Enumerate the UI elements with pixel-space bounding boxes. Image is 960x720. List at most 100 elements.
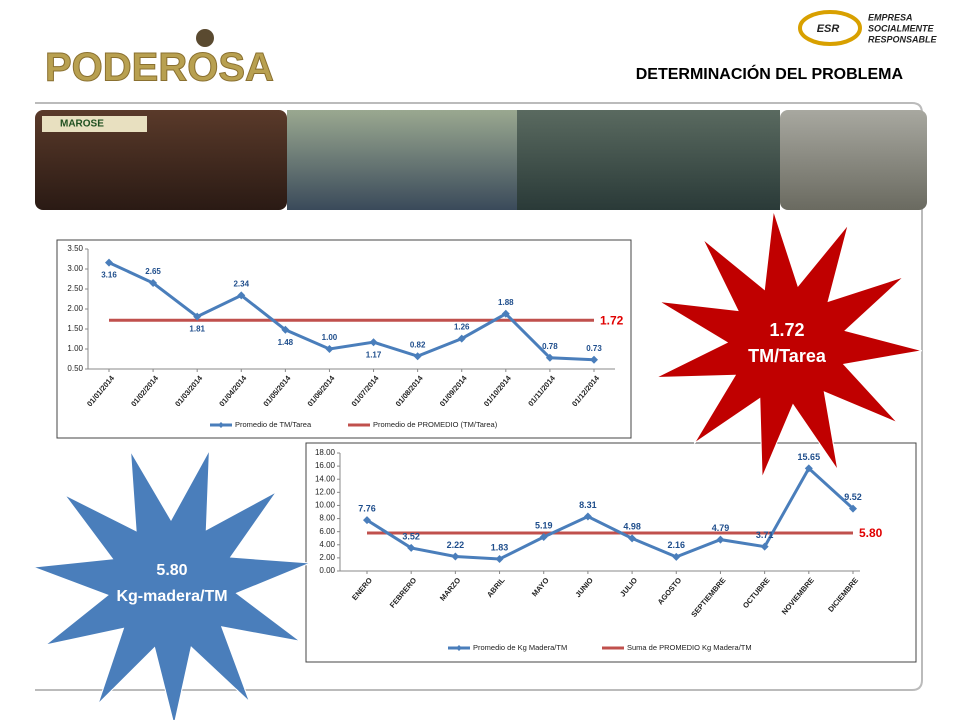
- logo: PODEROSA: [45, 46, 274, 90]
- data-label: 4.79: [712, 523, 730, 533]
- photo: [780, 110, 927, 210]
- frame: [35, 102, 923, 691]
- data-label: 0.78: [542, 342, 558, 351]
- data-label: 1.48: [278, 338, 294, 347]
- callout-unit: Kg-madera/TM: [116, 588, 227, 605]
- marker: [407, 543, 416, 552]
- chart-box: [56, 239, 632, 439]
- y-tick-label: 12.00: [315, 487, 336, 496]
- data-label: 1.00: [322, 333, 338, 342]
- data-label: 5.19: [535, 520, 553, 530]
- photo-label: MAROSE: [60, 119, 104, 130]
- data-label: 15.65: [798, 452, 821, 462]
- data-label: 0.82: [410, 340, 426, 349]
- data-label: 9.52: [844, 492, 862, 502]
- photo: [287, 110, 517, 210]
- data-label: 2.16: [668, 540, 686, 550]
- marker: [413, 352, 422, 361]
- marker: [451, 552, 460, 561]
- marker: [281, 325, 290, 334]
- marker: [237, 291, 246, 300]
- marker: [325, 345, 334, 353]
- marker: [760, 542, 769, 551]
- data-label: 1.81: [189, 325, 205, 334]
- data-label: 2.65: [145, 267, 161, 276]
- y-tick-label: 6.00: [319, 527, 335, 536]
- slide-title: DETERMINACIÓN DEL PROBLEMA: [636, 64, 904, 83]
- esr-logo: ESR: [817, 23, 840, 35]
- marker: [590, 355, 598, 364]
- callout-value: 5.80: [156, 562, 187, 579]
- marker: [539, 532, 548, 541]
- marker: [583, 512, 592, 521]
- chart-box: [305, 442, 917, 663]
- data-label: 8.31: [579, 500, 597, 510]
- legend-label: Promedio de PROMEDIO (TM/Tarea): [373, 420, 498, 429]
- data-label: 7.76: [358, 504, 376, 514]
- y-tick-label: 1.50: [67, 324, 83, 333]
- esr-line: EMPRESA: [868, 12, 913, 22]
- marker: [193, 312, 202, 321]
- data-label: 1.26: [454, 323, 470, 332]
- starburst: [655, 210, 923, 478]
- data-label: 1.88: [498, 298, 514, 307]
- data-label: 3.52: [402, 531, 420, 541]
- marker: [149, 279, 158, 287]
- y-tick-label: 3.00: [67, 264, 83, 273]
- y-tick-label: 4.00: [319, 540, 335, 549]
- data-label: 2.22: [447, 540, 465, 550]
- marker: [716, 535, 725, 544]
- y-tick-label: 8.00: [319, 514, 335, 523]
- marker: [672, 552, 681, 561]
- y-tick-label: 3.50: [67, 244, 83, 253]
- y-tick-label: 14.00: [315, 474, 336, 483]
- callout-value: 1.72: [769, 320, 804, 340]
- legend-label: Promedio de TM/Tarea: [235, 420, 312, 429]
- callout-unit: TM/Tarea: [748, 346, 827, 366]
- marker: [501, 309, 510, 318]
- y-tick-label: 2.00: [67, 304, 83, 313]
- marker: [628, 534, 637, 543]
- marker: [369, 338, 378, 347]
- starburst: [32, 449, 311, 720]
- data-label: 0.73: [586, 344, 602, 353]
- data-label: 1.83: [491, 542, 509, 552]
- logo-dot: [196, 29, 214, 47]
- legend-label: Promedio de Kg Madera/TM: [473, 643, 567, 652]
- marker: [105, 258, 113, 267]
- average-label: 5.80: [859, 526, 883, 540]
- marker: [545, 353, 554, 362]
- y-tick-label: 0.50: [67, 364, 83, 373]
- marker: [457, 334, 466, 343]
- y-tick-label: 2.50: [67, 284, 83, 293]
- marker: [363, 516, 371, 525]
- photo-badge: [42, 116, 147, 132]
- marker: [849, 504, 857, 513]
- legend-marker: [456, 645, 462, 651]
- y-tick-label: 10.00: [315, 501, 336, 510]
- data-label: 3.71: [756, 530, 774, 540]
- data-line: [108, 261, 595, 362]
- data-line: [366, 466, 855, 561]
- esr-line: RESPONSABLE: [868, 34, 938, 44]
- y-tick-label: 16.00: [315, 461, 336, 470]
- y-tick-label: 0.00: [319, 566, 335, 575]
- legend-label: Suma de PROMEDIO Kg Madera/TM: [627, 643, 752, 652]
- photo: [35, 110, 287, 210]
- esr-line: SOCIALMENTE: [868, 23, 934, 33]
- average-label: 1.72: [600, 313, 624, 327]
- legend-marker: [218, 422, 224, 428]
- esr-ring: [798, 10, 862, 46]
- data-label: 4.98: [623, 522, 641, 532]
- y-tick-label: 18.00: [315, 448, 336, 457]
- y-tick-label: 2.00: [319, 553, 335, 562]
- data-label: 3.16: [101, 271, 117, 280]
- y-tick-label: 1.00: [67, 344, 83, 353]
- marker: [495, 555, 504, 564]
- data-label: 1.17: [366, 350, 382, 359]
- marker: [804, 464, 813, 473]
- photo: [517, 110, 780, 210]
- data-label: 2.34: [233, 280, 249, 289]
